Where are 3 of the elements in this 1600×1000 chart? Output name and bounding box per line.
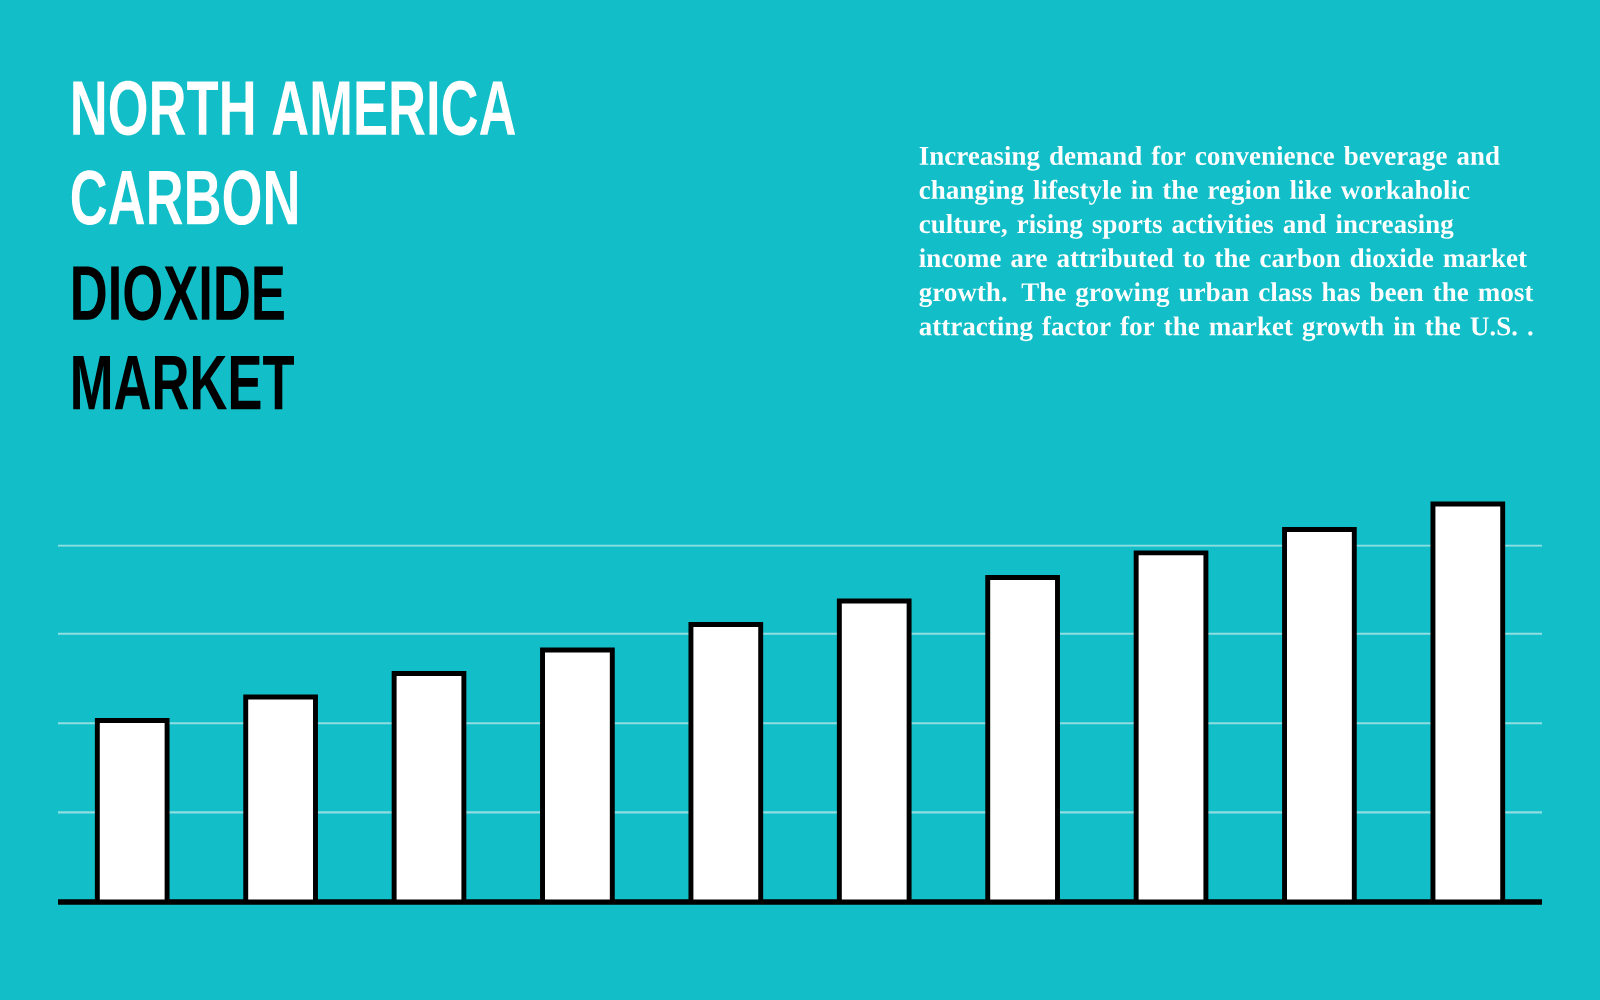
chart-subtitle: DIOXIDE MARKET <box>73 265 294 410</box>
text: Increasing demand for convenience beverage and changing lifestyle in the region like workaholic culture, rising sports activities and increasing income are attributed to the carbon dioxide market growth. The growing urban class has been the most attracting factor for the market growth in the U.S. . <box>919 145 1534 342</box>
chart-title: NORTH AMERICA CARBON <box>71 80 516 226</box>
